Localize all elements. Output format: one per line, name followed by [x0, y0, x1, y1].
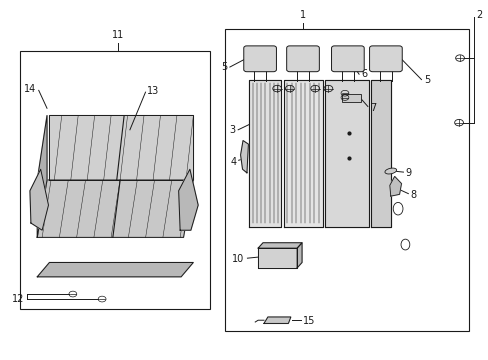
Text: 2: 2 — [475, 10, 481, 20]
Text: 6: 6 — [361, 69, 367, 79]
Polygon shape — [37, 262, 193, 277]
Polygon shape — [258, 243, 302, 248]
Text: 9: 9 — [405, 168, 411, 178]
Bar — [224, 30, 468, 330]
Polygon shape — [370, 80, 390, 226]
Text: 1: 1 — [299, 10, 305, 21]
Polygon shape — [30, 169, 48, 230]
Polygon shape — [249, 80, 281, 226]
Text: 14: 14 — [24, 84, 36, 94]
Text: 13: 13 — [147, 86, 159, 96]
Polygon shape — [258, 248, 297, 268]
Text: 4: 4 — [230, 157, 236, 167]
Polygon shape — [178, 169, 198, 230]
Polygon shape — [37, 180, 193, 237]
Bar — [20, 51, 210, 309]
Polygon shape — [283, 80, 322, 226]
Text: 3: 3 — [229, 125, 235, 135]
Text: 5: 5 — [221, 62, 227, 72]
Text: 5: 5 — [423, 75, 429, 85]
Text: 12: 12 — [12, 294, 24, 304]
Text: 7: 7 — [369, 103, 376, 113]
Text: 8: 8 — [409, 190, 416, 200]
Polygon shape — [389, 176, 401, 196]
Polygon shape — [264, 317, 290, 323]
Polygon shape — [49, 116, 193, 180]
Polygon shape — [37, 116, 47, 237]
Text: 15: 15 — [303, 316, 315, 325]
Ellipse shape — [384, 168, 396, 174]
FancyBboxPatch shape — [286, 46, 319, 72]
Text: 10: 10 — [232, 254, 244, 264]
FancyBboxPatch shape — [244, 46, 276, 72]
Polygon shape — [325, 80, 368, 226]
Bar — [341, 94, 360, 102]
FancyBboxPatch shape — [331, 46, 364, 72]
Polygon shape — [240, 140, 248, 173]
FancyBboxPatch shape — [369, 46, 402, 72]
Polygon shape — [297, 243, 302, 268]
Text: 11: 11 — [111, 30, 123, 40]
